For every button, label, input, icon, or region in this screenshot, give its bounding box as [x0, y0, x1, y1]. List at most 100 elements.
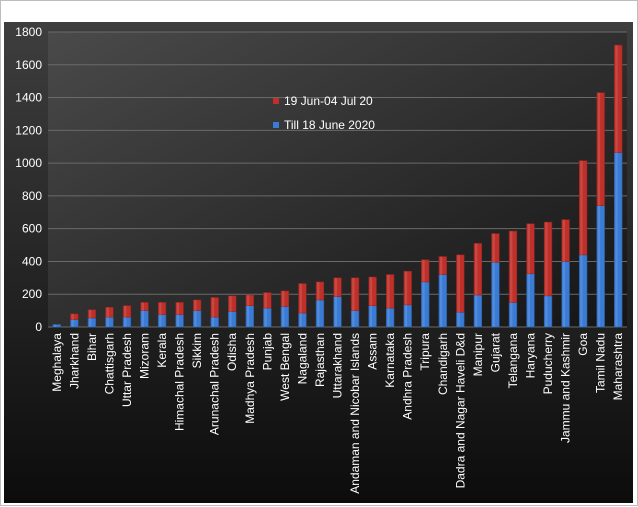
bar-highlight	[299, 283, 302, 327]
bar-19-jun-04-jul-20-manipur	[473, 243, 483, 296]
bar-19-jun-04-jul-20-maharashtra	[614, 44, 623, 153]
bar-highlight	[527, 223, 530, 327]
y-tick-label: 1600	[15, 58, 42, 72]
bar-19-jun-04-jul-20-jammu-and-kashmir	[561, 219, 570, 262]
y-tick-label: 400	[22, 254, 42, 268]
bar-highlight	[439, 256, 443, 327]
x-tick-label: Assam	[366, 333, 380, 370]
bar-19-jun-04-jul-20-punjab	[263, 292, 272, 309]
x-tick-label: Bihar	[85, 333, 99, 361]
legend-swatch-19-jun-04-jul-20	[273, 98, 279, 104]
bar-19-jun-04-jul-20-west-bengal	[280, 290, 290, 307]
x-tick-label: Andaman and Nicobar Islands	[348, 333, 362, 494]
bar-19-jun-04-jul-20-madhya-pradesh	[245, 294, 254, 306]
bar-highlight	[194, 299, 197, 327]
legend-label-till-18-june-2020: Till 18 June 2020	[284, 118, 375, 132]
bar-19-jun-04-jul-20-rajasthan	[315, 281, 325, 301]
bar-highlight	[53, 324, 57, 327]
bar-19-jun-04-jul-20-bihar	[87, 309, 97, 319]
bar-highlight	[369, 277, 373, 327]
x-tick-label: Puducherry	[541, 333, 555, 394]
x-tick-label: Jharkhand	[67, 333, 81, 389]
x-tick-label: Karnataka	[383, 333, 397, 388]
bar-19-jun-04-jul-20-tamil-nadu	[596, 92, 605, 207]
bar-highlight	[562, 219, 566, 327]
y-tick-label: 1000	[15, 156, 42, 170]
bar-highlight	[264, 292, 267, 327]
x-tick-label: Manipur	[471, 333, 485, 376]
x-tick-label: Mizoram	[138, 333, 152, 379]
bar-highlight	[246, 295, 250, 327]
bar-19-jun-04-jul-20-andhra-pradesh	[403, 270, 412, 306]
bar-19-jun-04-jul-20-sikkim	[192, 299, 202, 311]
x-tick-label: Dadra and Nagar Haveli D&d	[453, 333, 467, 488]
bar-highlight	[387, 274, 390, 327]
x-tick-label: Andhra Pradesh	[401, 333, 415, 420]
bar-19-jun-04-jul-20-chattisgarh	[105, 307, 114, 318]
x-tick-label: Rajasthan	[313, 333, 327, 387]
bar-19-jun-04-jul-20-chandigarh	[438, 256, 447, 275]
bar-19-jun-04-jul-20-uttarakhand	[333, 277, 342, 297]
y-tick-label: 0	[35, 320, 42, 334]
bar-19-jun-04-jul-20-uttar-pradesh	[122, 305, 132, 318]
x-tick-label: Kerala	[155, 333, 169, 368]
x-tick-label: Tripura	[418, 333, 432, 371]
bar-highlight	[510, 231, 513, 327]
bar-19-jun-04-jul-20-karnataka	[385, 274, 395, 309]
bar-highlight	[71, 313, 74, 327]
x-tick-label: Tamil Nadu	[594, 333, 608, 393]
bar-19-jun-04-jul-20-nagaland	[298, 283, 307, 314]
bar-highlight	[352, 277, 355, 327]
x-tick-label: Haryana	[524, 333, 538, 379]
bar-19-jun-04-jul-20-jharkhand	[70, 313, 79, 320]
bar-highlight	[545, 222, 548, 327]
x-tick-label: Odisha	[225, 333, 239, 371]
x-tick-label: Telangana	[506, 333, 520, 389]
bar-highlight	[89, 309, 92, 327]
y-tick-label: 600	[22, 222, 42, 236]
bar-highlight	[334, 277, 337, 327]
legend: 19 Jun-04 Jul 20 Till 18 June 2020	[273, 94, 375, 132]
bar-highlight	[211, 297, 215, 327]
bar-highlight	[492, 233, 495, 327]
x-axis-tick-labels: Meghalaya Jharkhand Bihar Chattisgarh Uttar …	[50, 332, 625, 493]
y-tick-label: 200	[22, 287, 42, 301]
y-tick-label: 800	[22, 189, 42, 203]
bar-19-jun-04-jul-20-telangana	[508, 230, 518, 303]
x-tick-label: Gujarat	[488, 332, 502, 372]
x-tick-label: Uttar Pradesh	[120, 333, 134, 407]
bar-19-jun-04-jul-20-gujarat	[491, 233, 500, 263]
bar-19-jun-04-jul-20-goa	[578, 160, 588, 256]
bars	[52, 44, 623, 328]
x-tick-label: Himachal Pradesh	[173, 333, 187, 431]
x-tick-label: Madhya Pradesh	[243, 333, 257, 424]
x-tick-label: Maharashtra	[611, 333, 625, 401]
bar-highlight	[475, 243, 478, 327]
x-tick-label: Goa	[576, 333, 590, 356]
bar-highlight	[141, 302, 144, 327]
bar-19-jun-04-jul-20-himachal-pradesh	[175, 302, 184, 316]
bar-highlight	[106, 307, 109, 327]
bar-19-jun-04-jul-20-tripura	[421, 259, 430, 283]
bar-19-jun-04-jul-20-dadra-and-nagar-haveli-d-d	[456, 254, 465, 313]
legend-label-19-jun-04-jul-20: 19 Jun-04 Jul 20	[284, 94, 373, 108]
bar-highlight	[597, 92, 601, 327]
legend-swatch-till-18-june-2020	[273, 122, 279, 128]
y-tick-label: 1800	[15, 25, 42, 39]
bar-highlight	[229, 295, 232, 327]
bar-19-jun-04-jul-20-kerala	[157, 302, 167, 316]
bar-19-jun-04-jul-20-mizoram	[140, 302, 149, 311]
x-tick-label: Chandigarh	[436, 333, 450, 395]
x-tick-label: Meghalaya	[50, 333, 64, 392]
x-tick-label: Jammu and Kashmir	[559, 333, 573, 443]
bar-19-jun-04-jul-20-odisha	[228, 295, 237, 312]
bar-highlight	[422, 259, 425, 327]
bar-till-18-june-2020-meghalaya	[52, 324, 61, 328]
y-tick-label: 1200	[15, 123, 42, 137]
bar-19-jun-04-jul-20-assam	[368, 276, 377, 306]
bar-highlight	[159, 302, 162, 327]
x-tick-label: West Bengal	[278, 333, 292, 401]
bar-highlight	[580, 160, 583, 327]
